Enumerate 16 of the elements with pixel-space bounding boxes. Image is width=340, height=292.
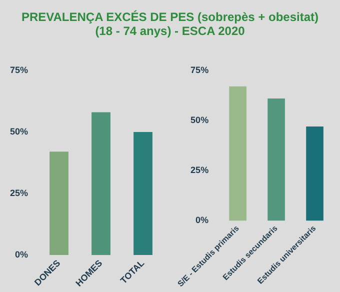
- bar: [229, 86, 246, 221]
- y-tick-label: 25%: [190, 165, 209, 176]
- y-tick-label: 50%: [190, 115, 209, 125]
- bar: [50, 152, 68, 256]
- y-tick-label: 50%: [10, 126, 28, 136]
- bar: [306, 126, 324, 221]
- bar: [268, 98, 285, 221]
- chart-subtitle: (18 - 74 anys) - ESCA 2020: [94, 24, 246, 38]
- bar: [134, 132, 152, 256]
- bar: [92, 112, 110, 256]
- y-tick-label: 75%: [190, 64, 209, 75]
- y-tick-label: 0%: [196, 215, 209, 226]
- y-tick-label: 75%: [10, 64, 28, 75]
- y-tick-label: 0%: [15, 250, 28, 260]
- chart-title: PREVALENÇA EXCÉS DE PES (sobrepès + obesitat): [20, 10, 320, 24]
- y-tick-label: 25%: [10, 188, 28, 198]
